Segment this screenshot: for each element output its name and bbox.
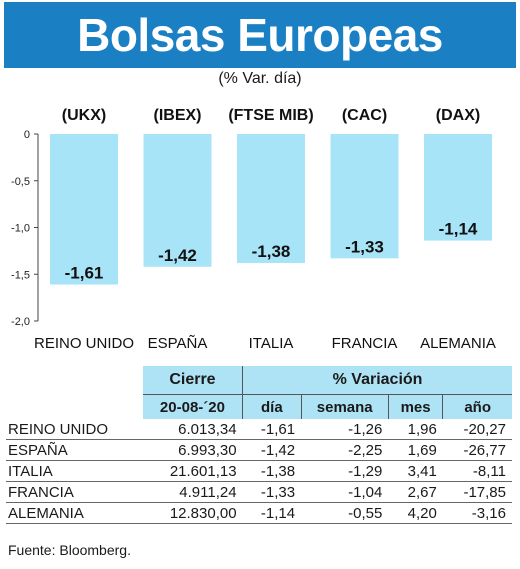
header-ano: año [442,394,512,419]
ticker-label: (CAC) [342,107,387,124]
header-empty-cell [6,394,143,419]
ticker-label: (UKX) [62,107,106,124]
row-cierre: 6.013,34 [142,419,243,440]
row-semana: -0,55 [301,502,389,524]
row-name: ESPAÑA [6,439,143,461]
row-cierre: 21.601,13 [142,460,243,482]
bar [237,134,305,264]
chart-title: Bolsas Europeas [77,9,443,61]
row-ano: -8,11 [442,460,512,482]
table-row: ALEMANIA 12.830,00 -1,14 -0,55 4,20 -3,1… [6,502,512,524]
y-tick-label: 0 [24,129,30,141]
row-cierre: 4.911,24 [142,481,243,503]
row-mes: 1,69 [388,439,443,461]
table-row: ITALIA 21.601,13 -1,38 -1,29 3,41 -8,11 [6,460,512,482]
row-semana: -1,04 [301,481,389,503]
header-mes: mes [387,394,443,419]
row-mes: 4,20 [388,502,443,524]
ticker-label: (DAX) [436,107,480,124]
row-mes: 3,41 [388,460,443,482]
row-ano: -3,16 [442,502,512,524]
row-cierre: 12.830,00 [142,502,243,524]
ticker-label: (IBEX) [154,107,202,124]
y-tick-label: -2,0 [11,316,30,328]
ticker-label: (FTSE MIB) [228,107,313,124]
data-label: -1,38 [252,242,291,261]
source-note: Fuente: Bloomberg. [8,542,131,558]
table-column-header-row: 20-08-´20 día semana mes año [6,394,512,419]
y-tick-label: -1,5 [11,269,30,281]
table-row: ESPAÑA 6.993,30 -1,42 -2,25 1,69 -26,77 [6,439,512,461]
row-cierre: 6.993,30 [142,439,243,461]
bar [424,134,492,241]
row-mes: 2,67 [388,481,443,503]
row-dia: -1,33 [242,481,302,503]
row-name: REINO UNIDO [6,419,143,440]
table-group-header-row: Cierre % Variación [6,366,512,395]
row-semana: -1,26 [301,419,389,440]
title-banner: Bolsas Europeas [4,2,516,68]
category-label: FRANCIA [332,335,398,352]
chart-subtitle: (% Var. día) [218,70,302,87]
data-label: -1,14 [439,220,478,239]
header-date: 20-08-´20 [142,394,243,419]
table-row: FRANCIA 4.911,24 -1,33 -1,04 2,67 -17,85 [6,481,512,503]
category-label: ALEMANIA [420,335,496,352]
header-empty-cell [6,366,143,395]
row-ano: -17,85 [442,481,512,503]
data-label: -1,42 [158,246,197,265]
row-name: ALEMANIA [6,502,143,524]
y-tick-label: -0,5 [11,176,30,188]
table-row: REINO UNIDO 6.013,34 -1,61 -1,26 1,96 -2… [6,419,512,440]
row-dia: -1,38 [242,460,302,482]
bar [330,134,399,259]
row-mes: 1,96 [388,419,443,440]
row-ano: -20,27 [442,419,512,440]
row-semana: -2,25 [301,439,389,461]
data-label: -1,61 [65,264,104,283]
row-name: ITALIA [6,460,143,482]
category-label: ESPAÑA [148,335,208,352]
y-tick-label: -1,0 [11,223,30,235]
bar-chart: 0 -0,5 -1,0 -1,5 -2,0 (UKX) -1,61 REINO UNIDO (I… [11,107,496,352]
row-dia: -1,14 [242,502,302,524]
row-name: FRANCIA [6,481,143,503]
row-dia: -1,42 [242,439,302,461]
data-label: -1,33 [345,237,384,256]
header-dia: día [242,394,302,419]
category-label: ITALIA [249,335,294,352]
bar [143,134,212,267]
data-table: Cierre % Variación 20-08-´20 día semana … [6,366,512,524]
header-semana: semana [300,394,389,419]
row-dia: -1,61 [242,419,302,440]
header-variacion: % Variación [242,366,512,395]
row-ano: -26,77 [442,439,512,461]
category-label: REINO UNIDO [34,335,134,352]
row-semana: -1,29 [301,460,389,482]
bar [50,134,118,285]
header-cierre: Cierre [142,366,243,395]
